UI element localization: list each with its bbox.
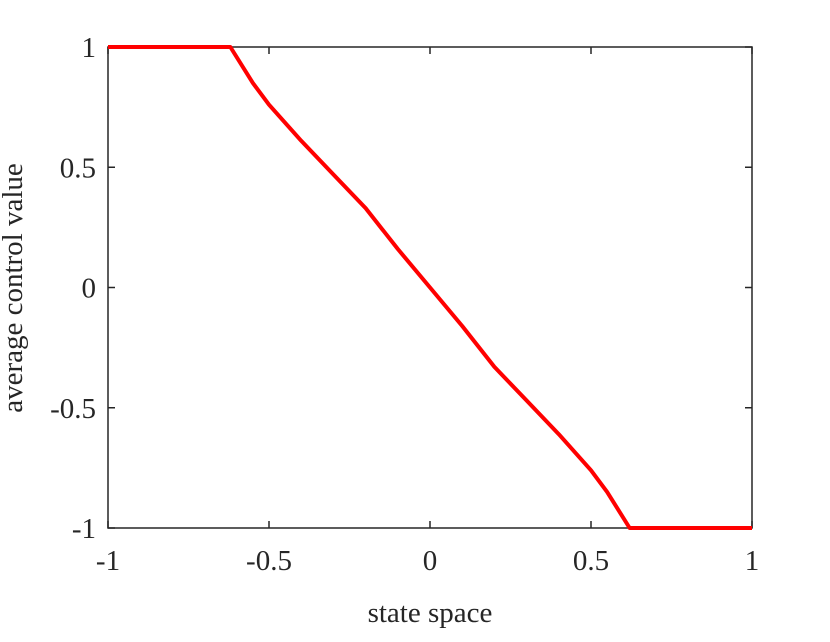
y-tick-label: -1	[72, 513, 96, 545]
x-axis-label: state space	[368, 597, 493, 629]
x-tick-label: 0	[423, 545, 438, 577]
x-tick-label: -0.5	[246, 545, 292, 577]
y-tick-label: 1	[82, 32, 97, 64]
y-tick-label: 0	[82, 273, 97, 305]
x-tick-label: 0.5	[573, 545, 609, 577]
x-tick-label: -1	[96, 545, 120, 577]
y-tick-label: -0.5	[50, 393, 96, 425]
y-tick-label: 0.5	[60, 152, 96, 184]
data-line	[108, 45, 752, 530]
x-tick-label: 1	[745, 545, 760, 577]
y-axis-label: average control value	[0, 163, 29, 413]
